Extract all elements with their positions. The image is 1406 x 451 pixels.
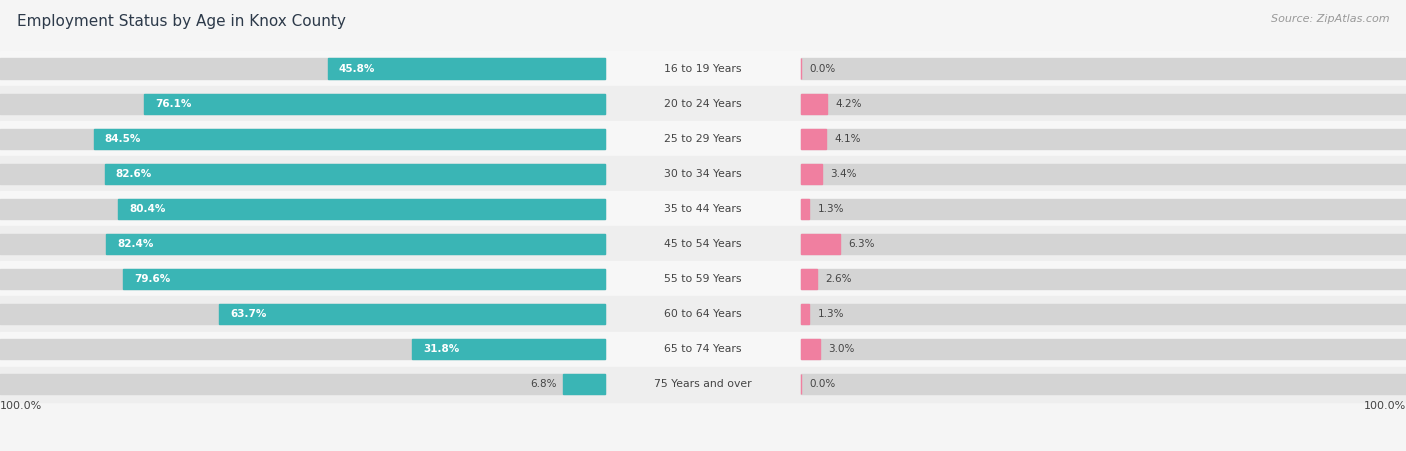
Bar	[0, 121, 1406, 156]
Bar	[801, 129, 827, 149]
Text: 55 to 59 Years: 55 to 59 Years	[664, 274, 742, 284]
Bar	[801, 93, 1406, 114]
Text: 25 to 29 Years: 25 to 29 Years	[664, 134, 742, 144]
Bar	[107, 234, 605, 254]
Bar	[118, 199, 605, 219]
Bar	[801, 59, 1406, 79]
Bar	[801, 199, 1406, 219]
Text: 30 to 34 Years: 30 to 34 Years	[664, 169, 742, 179]
Bar	[412, 339, 605, 359]
Text: 82.4%: 82.4%	[117, 239, 153, 249]
Bar	[801, 269, 1406, 289]
Text: 82.6%: 82.6%	[115, 169, 152, 179]
Text: 6.8%: 6.8%	[530, 379, 557, 389]
Bar	[0, 304, 605, 324]
Text: 63.7%: 63.7%	[231, 309, 266, 319]
Bar	[0, 191, 1406, 226]
Bar	[801, 164, 823, 184]
Text: Employment Status by Age in Knox County: Employment Status by Age in Knox County	[17, 14, 346, 28]
Bar	[0, 51, 1406, 86]
Bar	[801, 164, 1406, 184]
Text: 3.4%: 3.4%	[831, 169, 856, 179]
Text: 3.0%: 3.0%	[828, 344, 855, 354]
Text: 4.1%: 4.1%	[835, 134, 860, 144]
Text: 20 to 24 Years: 20 to 24 Years	[664, 99, 742, 109]
Bar	[0, 59, 605, 79]
Text: 0.0%: 0.0%	[810, 64, 837, 74]
Text: 84.5%: 84.5%	[104, 134, 141, 144]
Text: 0.0%: 0.0%	[810, 379, 837, 389]
Bar	[94, 129, 605, 149]
Text: 6.3%: 6.3%	[848, 239, 875, 249]
Text: 100.0%: 100.0%	[0, 401, 42, 411]
Bar	[0, 339, 605, 359]
Bar	[0, 129, 605, 149]
Text: 45 to 54 Years: 45 to 54 Years	[664, 239, 742, 249]
Text: Source: ZipAtlas.com: Source: ZipAtlas.com	[1271, 14, 1389, 23]
Text: 1.3%: 1.3%	[818, 309, 844, 319]
Bar	[0, 331, 1406, 367]
Text: 45.8%: 45.8%	[339, 64, 374, 74]
Text: 80.4%: 80.4%	[129, 204, 166, 214]
Bar	[0, 199, 605, 219]
Bar	[801, 304, 810, 324]
Bar	[801, 234, 1406, 254]
Bar	[0, 86, 1406, 121]
Bar	[0, 156, 1406, 191]
Bar	[0, 93, 605, 114]
Bar	[0, 262, 1406, 296]
Text: 35 to 44 Years: 35 to 44 Years	[664, 204, 742, 214]
Text: 100.0%: 100.0%	[1364, 401, 1406, 411]
Bar	[801, 129, 1406, 149]
Text: 16 to 19 Years: 16 to 19 Years	[664, 64, 742, 74]
Text: 65 to 74 Years: 65 to 74 Years	[664, 344, 742, 354]
Bar	[801, 339, 820, 359]
Bar	[105, 164, 605, 184]
Bar	[0, 269, 605, 289]
Bar	[0, 164, 605, 184]
Bar	[801, 93, 827, 114]
Bar	[801, 199, 810, 219]
Bar	[801, 234, 839, 254]
Bar	[801, 269, 817, 289]
Bar	[145, 93, 605, 114]
Text: 1.3%: 1.3%	[818, 204, 844, 214]
Text: 60 to 64 Years: 60 to 64 Years	[664, 309, 742, 319]
Text: 2.6%: 2.6%	[825, 274, 852, 284]
Bar	[801, 304, 1406, 324]
Text: 76.1%: 76.1%	[155, 99, 191, 109]
Bar	[801, 339, 1406, 359]
Bar	[328, 59, 605, 79]
Text: 31.8%: 31.8%	[423, 344, 460, 354]
Bar	[0, 226, 1406, 262]
Bar	[0, 367, 1406, 402]
Bar	[0, 374, 605, 394]
Text: 79.6%: 79.6%	[134, 274, 170, 284]
Bar	[801, 374, 1406, 394]
Bar	[124, 269, 605, 289]
Text: 75 Years and over: 75 Years and over	[654, 379, 752, 389]
Bar	[0, 234, 605, 254]
Bar	[219, 304, 605, 324]
Text: 4.2%: 4.2%	[835, 99, 862, 109]
Bar	[564, 374, 605, 394]
Bar	[0, 296, 1406, 331]
